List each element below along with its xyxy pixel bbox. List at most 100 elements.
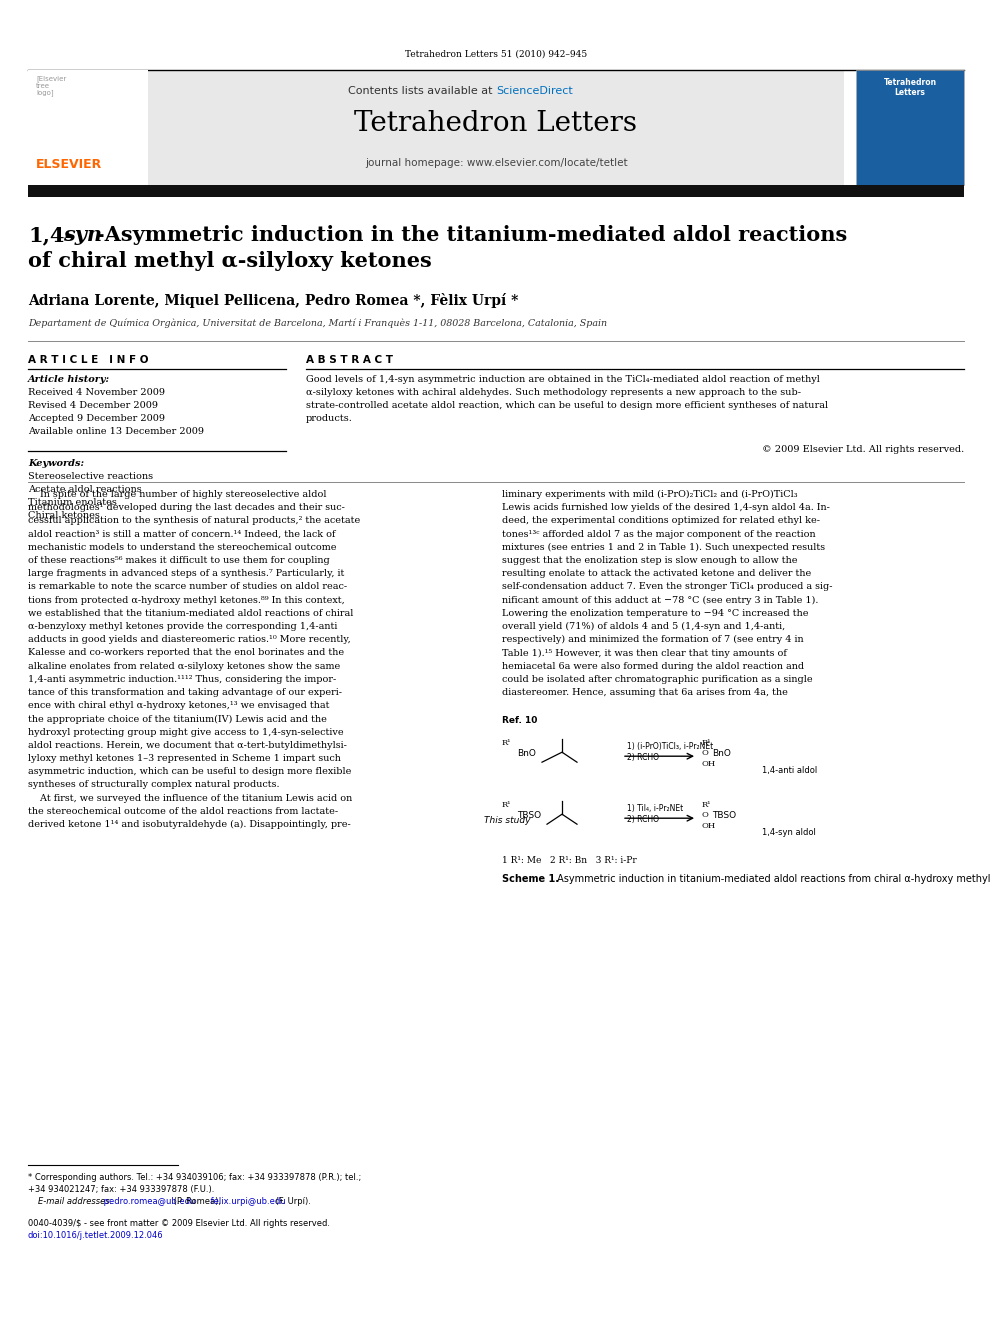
Text: Accepted 9 December 2009: Accepted 9 December 2009 bbox=[28, 414, 165, 423]
Text: Lewis acids furnished low yields of the desired 1,4-syn aldol 4a. In-: Lewis acids furnished low yields of the … bbox=[502, 503, 830, 512]
Text: -Asymmetric induction in the titanium-mediated aldol reactions: -Asymmetric induction in the titanium-me… bbox=[96, 225, 847, 245]
Text: products.: products. bbox=[306, 414, 353, 423]
Text: alkaline enolates from related α-silyloxy ketones show the same: alkaline enolates from related α-silylox… bbox=[28, 662, 340, 671]
Text: Received 4 November 2009: Received 4 November 2009 bbox=[28, 388, 165, 397]
Text: 2) RCHO: 2) RCHO bbox=[627, 753, 659, 762]
Text: OH: OH bbox=[702, 822, 716, 831]
Text: BnO: BnO bbox=[517, 749, 536, 758]
Text: syntheses of structurally complex natural products.: syntheses of structurally complex natura… bbox=[28, 781, 280, 790]
Text: self-condensation adduct 7. Even the stronger TiCl₄ produced a sig-: self-condensation adduct 7. Even the str… bbox=[502, 582, 832, 591]
Text: methodologies¹ developed during the last decades and their suc-: methodologies¹ developed during the last… bbox=[28, 503, 345, 512]
Text: 1,4-anti asymmetric induction.¹¹¹² Thus, considering the impor-: 1,4-anti asymmetric induction.¹¹¹² Thus,… bbox=[28, 675, 336, 684]
Text: Kalesse and co-workers reported that the enol borinates and the: Kalesse and co-workers reported that the… bbox=[28, 648, 344, 658]
Text: 1 R¹: Me   2 R¹: Bn   3 R¹: i-Pr: 1 R¹: Me 2 R¹: Bn 3 R¹: i-Pr bbox=[502, 856, 637, 865]
Text: tance of this transformation and taking advantage of our experi-: tance of this transformation and taking … bbox=[28, 688, 342, 697]
Text: diastereomer. Hence, assuming that 6a arises from 4a, the: diastereomer. Hence, assuming that 6a ar… bbox=[502, 688, 788, 697]
Text: aldol reactions. Herein, we document that α-tert-butyldimethylsi-: aldol reactions. Herein, we document tha… bbox=[28, 741, 347, 750]
Text: respectively) and minimized the formation of 7 (see entry 4 in: respectively) and minimized the formatio… bbox=[502, 635, 804, 644]
Text: could be isolated after chromatographic purification as a single: could be isolated after chromatographic … bbox=[502, 675, 812, 684]
Text: ScienceDirect: ScienceDirect bbox=[496, 86, 572, 97]
Text: adducts in good yields and diastereomeric ratios.¹⁰ More recently,: adducts in good yields and diastereomeri… bbox=[28, 635, 351, 644]
Text: Contents lists available at: Contents lists available at bbox=[348, 86, 496, 97]
Bar bbox=[28, 185, 964, 197]
Text: hemiacetal 6a were also formed during the aldol reaction and: hemiacetal 6a were also formed during th… bbox=[502, 662, 805, 671]
Text: nificant amount of this adduct at −78 °C (see entry 3 in Table 1).: nificant amount of this adduct at −78 °C… bbox=[502, 595, 818, 605]
Text: suggest that the enolization step is slow enough to allow the: suggest that the enolization step is slo… bbox=[502, 556, 798, 565]
Text: Titanium enolates: Titanium enolates bbox=[28, 497, 117, 507]
Text: 1,4-anti aldol: 1,4-anti aldol bbox=[762, 766, 817, 775]
Text: [Elsevier
tree
logo]: [Elsevier tree logo] bbox=[36, 75, 66, 97]
Text: Lowering the enolization temperature to −94 °C increased the: Lowering the enolization temperature to … bbox=[502, 609, 808, 618]
Text: (P. Romea),: (P. Romea), bbox=[171, 1197, 221, 1207]
Text: cessful application to the synthesis of natural products,² the acetate: cessful application to the synthesis of … bbox=[28, 516, 360, 525]
Text: Table 1).¹⁵ However, it was then clear that tiny amounts of: Table 1).¹⁵ However, it was then clear t… bbox=[502, 648, 787, 658]
Text: 1,4-: 1,4- bbox=[28, 225, 73, 245]
Text: Stereoselective reactions: Stereoselective reactions bbox=[28, 472, 153, 482]
Text: O: O bbox=[702, 811, 709, 819]
Text: © 2009 Elsevier Ltd. All rights reserved.: © 2009 Elsevier Ltd. All rights reserved… bbox=[762, 445, 964, 454]
Text: This study: This study bbox=[484, 816, 531, 826]
Text: Available online 13 December 2009: Available online 13 December 2009 bbox=[28, 427, 204, 437]
Text: resulting enolate to attack the activated ketone and deliver the: resulting enolate to attack the activate… bbox=[502, 569, 811, 578]
Text: mixtures (see entries 1 and 2 in Table 1). Such unexpected results: mixtures (see entries 1 and 2 in Table 1… bbox=[502, 542, 825, 552]
Text: 1) (i-PrO)TiCl₃, i-Pr₂NEt: 1) (i-PrO)TiCl₃, i-Pr₂NEt bbox=[627, 742, 713, 751]
Text: syn: syn bbox=[63, 225, 102, 245]
Text: of chiral methyl α-silyloxy ketones: of chiral methyl α-silyloxy ketones bbox=[28, 251, 432, 271]
Text: R¹: R¹ bbox=[702, 802, 711, 810]
Text: Good levels of 1,4-syn asymmetric induction are obtained in the TiCl₄-mediated a: Good levels of 1,4-syn asymmetric induct… bbox=[306, 374, 819, 384]
Text: felix.urpi@ub.edu: felix.urpi@ub.edu bbox=[208, 1197, 286, 1207]
Text: α-benzyloxy methyl ketones provide the corresponding 1,4-anti: α-benzyloxy methyl ketones provide the c… bbox=[28, 622, 337, 631]
Text: (F. Urpí).: (F. Urpí). bbox=[273, 1197, 310, 1207]
Text: asymmetric induction, which can be useful to design more flexible: asymmetric induction, which can be usefu… bbox=[28, 767, 351, 777]
Text: aldol reaction³ is still a matter of concern.¹⁴ Indeed, the lack of: aldol reaction³ is still a matter of con… bbox=[28, 529, 335, 538]
Text: TBSO: TBSO bbox=[712, 811, 736, 820]
Text: * Corresponding authors. Tel.: +34 934039106; fax: +34 933397878 (P.R.); tel.;: * Corresponding authors. Tel.: +34 93403… bbox=[28, 1174, 361, 1181]
Text: pedro.romea@ub.edu: pedro.romea@ub.edu bbox=[101, 1197, 195, 1207]
Text: Scheme 1.: Scheme 1. bbox=[502, 875, 559, 884]
Text: overall yield (71%) of aldols 4 and 5 (1,4-syn and 1,4-anti,: overall yield (71%) of aldols 4 and 5 (1… bbox=[502, 622, 786, 631]
Text: Revised 4 December 2009: Revised 4 December 2009 bbox=[28, 401, 158, 410]
Text: derived ketone 1¹⁴ and isobutyraldehyde (a). Disappointingly, pre-: derived ketone 1¹⁴ and isobutyraldehyde … bbox=[28, 820, 351, 830]
Text: Departament de Química Orgànica, Universitat de Barcelona, Martí i Franquès 1-11: Departament de Química Orgànica, Univers… bbox=[28, 319, 607, 328]
Text: mechanistic models to understand the stereochemical outcome: mechanistic models to understand the ste… bbox=[28, 542, 336, 552]
Text: R¹: R¹ bbox=[702, 740, 711, 747]
Text: R¹: R¹ bbox=[502, 802, 512, 810]
Text: O: O bbox=[702, 749, 709, 757]
Text: deed, the experimental conditions optimized for related ethyl ke-: deed, the experimental conditions optimi… bbox=[502, 516, 820, 525]
Text: strate-controlled acetate aldol reaction, which can be useful to design more eff: strate-controlled acetate aldol reaction… bbox=[306, 401, 828, 410]
Text: At first, we surveyed the influence of the titanium Lewis acid on: At first, we surveyed the influence of t… bbox=[28, 794, 352, 803]
Text: E-mail addresses:: E-mail addresses: bbox=[38, 1197, 112, 1207]
Text: Chiral ketones: Chiral ketones bbox=[28, 511, 100, 520]
Text: 0040-4039/$ - see front matter © 2009 Elsevier Ltd. All rights reserved.: 0040-4039/$ - see front matter © 2009 El… bbox=[28, 1218, 330, 1228]
Text: 2) RCHO: 2) RCHO bbox=[627, 815, 659, 824]
Text: TBSO: TBSO bbox=[517, 811, 541, 820]
Text: ence with chiral ethyl α-hydroxy ketones,¹³ we envisaged that: ence with chiral ethyl α-hydroxy ketones… bbox=[28, 701, 329, 710]
Text: 1,4-syn aldol: 1,4-syn aldol bbox=[762, 828, 815, 837]
Text: doi:10.1016/j.tetlet.2009.12.046: doi:10.1016/j.tetlet.2009.12.046 bbox=[28, 1230, 164, 1240]
Text: A R T I C L E   I N F O: A R T I C L E I N F O bbox=[28, 355, 149, 365]
Text: tones¹³ᶜ afforded aldol 7 as the major component of the reaction: tones¹³ᶜ afforded aldol 7 as the major c… bbox=[502, 529, 815, 538]
Text: lyloxy methyl ketones 1–3 represented in Scheme 1 impart such: lyloxy methyl ketones 1–3 represented in… bbox=[28, 754, 341, 763]
Text: liminary experiments with mild (i-PrO)₂TiCl₂ and (i-PrO)TiCl₃: liminary experiments with mild (i-PrO)₂T… bbox=[502, 490, 798, 499]
Text: Keywords:: Keywords: bbox=[28, 459, 84, 468]
Text: 1) TiI₄, i-Pr₂NEt: 1) TiI₄, i-Pr₂NEt bbox=[627, 804, 683, 814]
Text: is remarkable to note the scarce number of studies on aldol reac-: is remarkable to note the scarce number … bbox=[28, 582, 347, 591]
Text: Tetrahedron Letters: Tetrahedron Letters bbox=[354, 110, 638, 138]
Bar bbox=[28, 70, 148, 185]
Text: Tetrahedron
Letters: Tetrahedron Letters bbox=[884, 78, 936, 98]
Text: Tetrahedron Letters 51 (2010) 942–945: Tetrahedron Letters 51 (2010) 942–945 bbox=[405, 50, 587, 60]
Text: α-silyloxy ketones with achiral aldehydes. Such methodology represents a new app: α-silyloxy ketones with achiral aldehyde… bbox=[306, 388, 801, 397]
Text: hydroxyl protecting group might give access to 1,4-syn-selective: hydroxyl protecting group might give acc… bbox=[28, 728, 343, 737]
Text: journal homepage: www.elsevier.com/locate/tetlet: journal homepage: www.elsevier.com/locat… bbox=[365, 157, 627, 168]
Text: Ref. 10: Ref. 10 bbox=[502, 716, 538, 725]
Text: R¹: R¹ bbox=[502, 740, 512, 747]
Text: the stereochemical outcome of the aldol reactions from lactate-: the stereochemical outcome of the aldol … bbox=[28, 807, 338, 816]
Text: Article history:: Article history: bbox=[28, 374, 110, 384]
Text: of these reactions⁵⁶ makes it difficult to use them for coupling: of these reactions⁵⁶ makes it difficult … bbox=[28, 556, 329, 565]
Text: OH: OH bbox=[702, 761, 716, 769]
Text: tions from protected α-hydroxy methyl ketones.⁸⁹ In this context,: tions from protected α-hydroxy methyl ke… bbox=[28, 595, 345, 605]
Text: we established that the titanium-mediated aldol reactions of chiral: we established that the titanium-mediate… bbox=[28, 609, 353, 618]
Text: In spite of the large number of highly stereoselective aldol: In spite of the large number of highly s… bbox=[28, 490, 326, 499]
Text: Asymmetric induction in titanium-mediated aldol reactions from chiral α-hydroxy : Asymmetric induction in titanium-mediate… bbox=[554, 875, 992, 884]
Text: Adriana Lorente, Miquel Pellicena, Pedro Romea *, Fèlix Urpí *: Adriana Lorente, Miquel Pellicena, Pedro… bbox=[28, 292, 519, 308]
